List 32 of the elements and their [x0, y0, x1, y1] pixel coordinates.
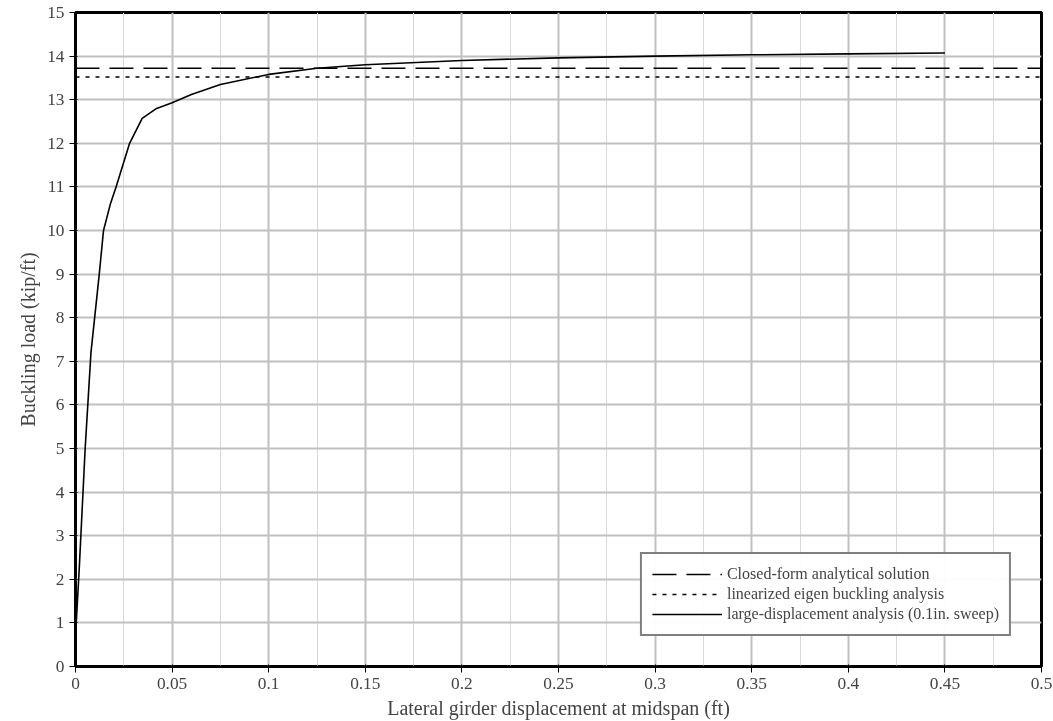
x-axis-title: Lateral girder displacement at midspan (ft)	[387, 696, 730, 720]
y-tick-label: 15	[47, 3, 65, 22]
x-tick-label: 0.05	[156, 673, 188, 693]
x-tick-label: 0.15	[350, 673, 381, 693]
x-tick-label: 0.25	[543, 673, 574, 693]
y-tick-label: 3	[55, 526, 65, 546]
y-tick-label: 0	[55, 657, 65, 676]
y-tick-label: 14	[47, 46, 65, 66]
y-tick-label: 2	[55, 569, 65, 589]
x-tick-label: 0.45	[929, 673, 961, 693]
x-tick-label: 0	[71, 673, 80, 693]
y-tick-label: 12	[47, 133, 65, 153]
y-tick-label: 13	[47, 90, 65, 110]
y-tick-label: 8	[55, 308, 65, 328]
x-tick-label: 0.35	[736, 673, 767, 693]
x-tick-label: 0.5	[1030, 673, 1053, 693]
x-tick-label: 0.1	[257, 673, 280, 693]
y-tick-label: 6	[55, 395, 65, 415]
y-tick-label: 10	[47, 221, 65, 240]
x-tick-label: 0.2	[451, 673, 473, 693]
y-tick-label: 4	[55, 482, 65, 502]
y-tick-label: 1	[55, 613, 65, 633]
y-tick-label: 7	[55, 351, 65, 371]
y-tick-label: 9	[55, 264, 65, 284]
legend-label: Closed-form analytical solution	[726, 565, 930, 583]
legend-label: large-displacement analysis (0.1in. sweep)	[726, 605, 999, 623]
x-tick-label: 0.3	[644, 673, 666, 693]
y-axis-title: Buckling load (kip/ft)	[17, 252, 41, 427]
x-tick-label: 0.4	[837, 673, 860, 693]
legend-label: linearized eigen buckling analysis	[726, 585, 945, 603]
y-tick-label: 11	[47, 177, 65, 197]
y-tick-label: 5	[55, 439, 65, 458]
